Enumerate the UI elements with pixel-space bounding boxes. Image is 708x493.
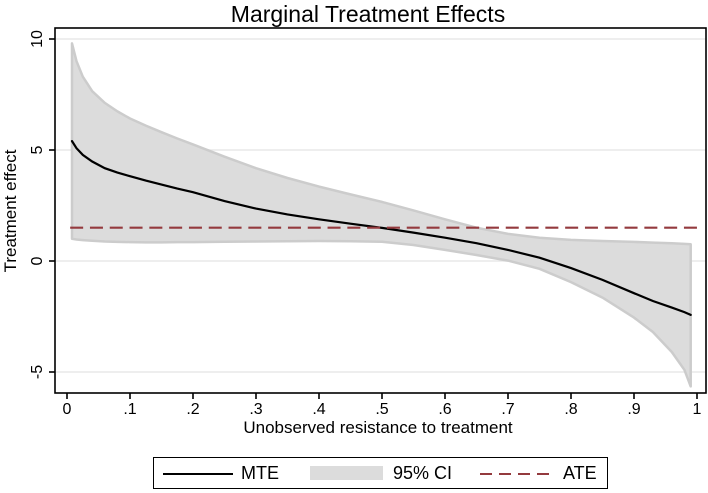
- x-tick-label: .5: [375, 401, 388, 418]
- legend-ci-swatch: [310, 466, 383, 480]
- legend-mte-line-sample: [163, 473, 233, 476]
- ci-band: [70, 42, 692, 388]
- plot-canvas: Marginal Treatment Effects Treatment eff…: [1, 1, 707, 437]
- y-axis-title: Treatment effect: [1, 149, 20, 272]
- mte-curve: [70, 140, 692, 316]
- x-tick-label: .9: [627, 401, 640, 418]
- x-axis-title: Unobserved resistance to treatment: [243, 418, 513, 437]
- x-tick-label: .6: [438, 401, 451, 418]
- x-tick-label: .4: [312, 401, 325, 418]
- y-tick-label: 5: [29, 145, 46, 154]
- legend-ate-dash-sample: [480, 473, 553, 476]
- chart-title: Marginal Treatment Effects: [231, 1, 505, 27]
- x-tick-label: .8: [564, 401, 577, 418]
- plot-area: 0 .1 .2 .3 .4 .5 .6 .7 .8 .9 1 -5 0 5 10: [29, 27, 707, 418]
- y-tick-label: 10: [29, 30, 46, 48]
- legend-mte-label: MTE: [241, 462, 279, 483]
- x-tick-label: .7: [501, 401, 514, 418]
- y-tick-label: -5: [29, 365, 46, 379]
- plot-border: [54, 27, 707, 394]
- x-tick-label: .1: [123, 401, 136, 418]
- x-tick-label: 0: [63, 401, 72, 418]
- x-tick-label: .3: [249, 401, 262, 418]
- legend-box: MTE 95% CI ATE: [153, 457, 608, 489]
- legend-ci-label: 95% CI: [393, 462, 453, 483]
- legend-ate-label: ATE: [563, 462, 597, 483]
- x-tick-label: .2: [186, 401, 199, 418]
- y-tick-label: 0: [29, 256, 46, 265]
- x-tick-label: 1: [693, 401, 702, 418]
